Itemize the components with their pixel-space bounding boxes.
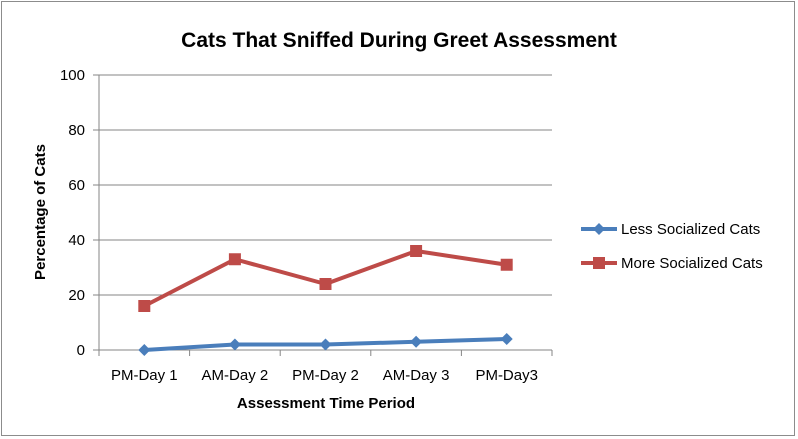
legend-item: Less Socialized Cats	[581, 221, 760, 238]
data-point	[138, 344, 151, 356]
data-point	[319, 338, 332, 351]
y-tick-label: 40	[68, 232, 85, 249]
y-axis-ticks: 0 20 40 60 80 100	[60, 67, 99, 359]
data-point	[500, 333, 513, 345]
y-tick-label: 0	[77, 342, 85, 359]
legend-label: More Socialized Cats	[621, 255, 763, 272]
x-axis-title: Assessment Time Period	[237, 395, 415, 412]
y-tick-label: 60	[68, 177, 85, 194]
legend-label: Less Socialized Cats	[621, 221, 760, 238]
legend-marker	[593, 223, 605, 235]
y-tick-label: 80	[68, 122, 85, 139]
data-point	[138, 300, 151, 312]
y-tick-label: 100	[60, 67, 85, 84]
x-tick-label: PM-Day 1	[111, 367, 178, 384]
gridlines	[98, 74, 552, 351]
x-axis-ticks: PM-Day 1 AM-Day 2 PM-Day 2 AM-Day 3 PM-Day3	[98, 350, 553, 384]
series-1	[138, 333, 513, 356]
chart-title: Cats That Sniffed During Greet Assessmen…	[181, 29, 617, 52]
legend-item: More Socialized Cats	[581, 255, 763, 272]
data-point	[500, 258, 513, 271]
x-tick-label: PM-Day3	[475, 367, 538, 384]
data-point	[228, 253, 241, 266]
legend: Less Socialized Cats More Socialized Cats	[581, 221, 763, 272]
data-point	[228, 338, 241, 351]
data-point	[410, 245, 423, 257]
x-tick-label: AM-Day 3	[383, 367, 450, 384]
series-group	[138, 245, 513, 356]
legend-marker	[593, 257, 605, 269]
x-tick-label: PM-Day 2	[292, 367, 359, 384]
data-point	[410, 335, 423, 348]
series-2	[138, 245, 513, 312]
y-tick-label: 20	[68, 287, 85, 304]
y-axis-title: Percentage of Cats	[32, 144, 49, 280]
data-point	[319, 278, 332, 290]
x-tick-label: AM-Day 2	[202, 367, 269, 384]
